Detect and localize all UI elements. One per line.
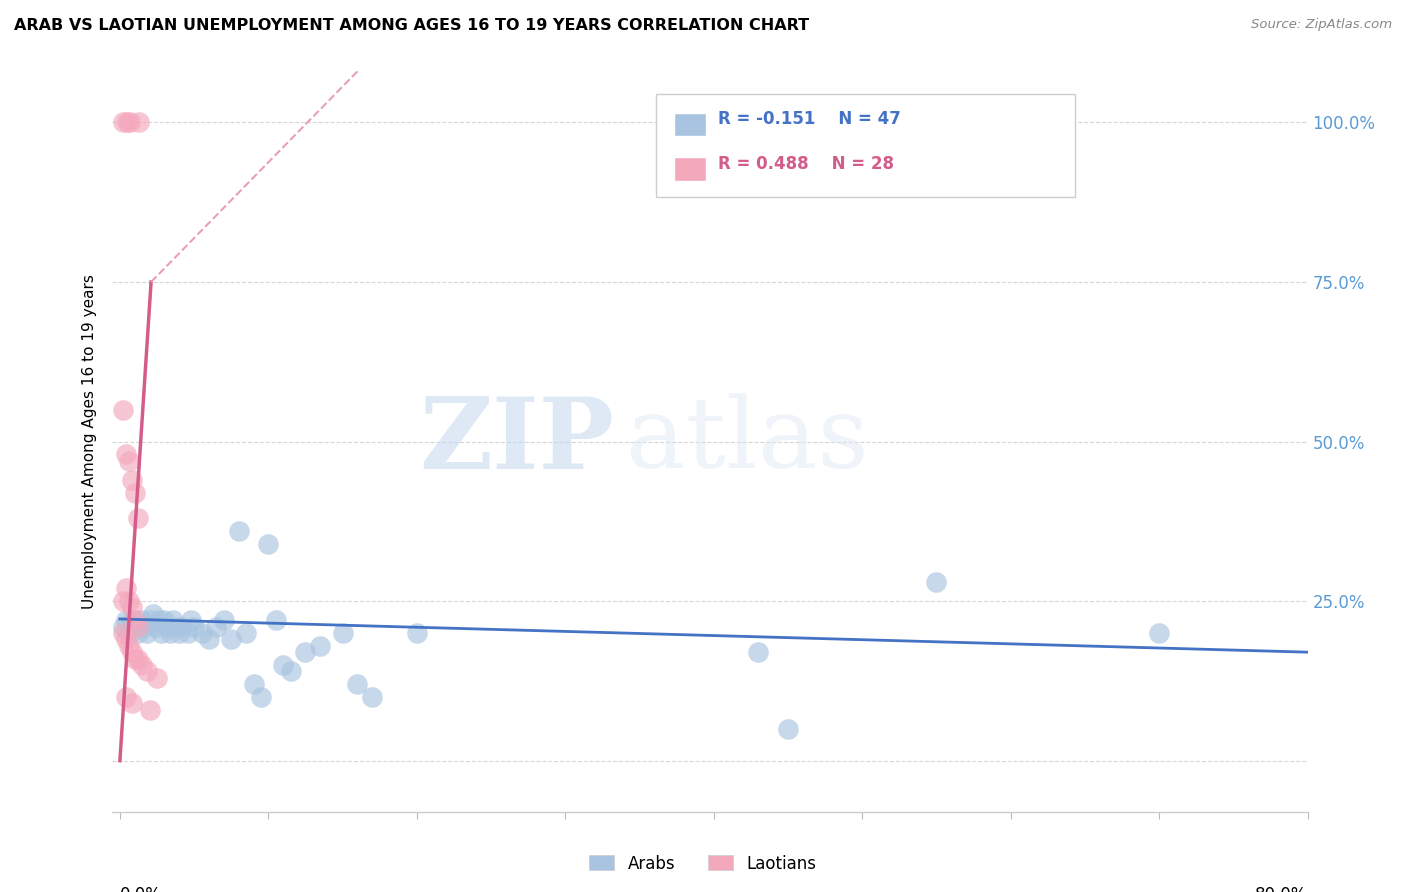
Point [294, 645, 316, 659]
Point [776, 722, 799, 736]
Point [332, 626, 354, 640]
Point [111, 619, 134, 633]
Text: ZIP: ZIP [419, 393, 614, 490]
Point [228, 524, 250, 538]
FancyBboxPatch shape [657, 94, 1074, 197]
Point [115, 447, 138, 461]
Point [280, 665, 302, 679]
Point [121, 645, 143, 659]
Point [111, 626, 134, 640]
Text: atlas: atlas [627, 393, 869, 490]
Point [121, 613, 143, 627]
Text: R = -0.151    N = 47: R = -0.151 N = 47 [718, 111, 901, 128]
Point [212, 613, 235, 627]
Y-axis label: Unemployment Among Ages 16 to 19 years: Unemployment Among Ages 16 to 19 years [82, 274, 97, 609]
Point [111, 115, 134, 129]
Point [127, 651, 149, 665]
Point [747, 645, 769, 659]
Point [124, 485, 146, 500]
Point [205, 619, 228, 633]
Point [124, 613, 146, 627]
Point [121, 473, 143, 487]
Point [165, 619, 187, 633]
Point [132, 619, 155, 633]
Text: 80.0%: 80.0% [1256, 886, 1308, 892]
Point [115, 632, 138, 647]
Point [124, 651, 146, 665]
Point [118, 639, 141, 653]
Point [124, 619, 146, 633]
FancyBboxPatch shape [675, 157, 706, 180]
Point [115, 582, 138, 596]
Point [127, 626, 149, 640]
Point [180, 613, 202, 627]
Point [129, 613, 152, 627]
Point [361, 690, 384, 704]
Point [118, 626, 141, 640]
Point [264, 613, 287, 627]
Point [159, 626, 181, 640]
Point [156, 619, 179, 633]
Text: 0.0%: 0.0% [120, 886, 162, 892]
Point [135, 665, 157, 679]
Point [242, 677, 264, 691]
Point [146, 671, 169, 685]
Point [121, 600, 143, 615]
Point [153, 613, 176, 627]
Point [162, 613, 184, 627]
Point [1147, 626, 1170, 640]
Point [135, 626, 157, 640]
Point [148, 613, 170, 627]
Point [138, 703, 160, 717]
Point [405, 626, 427, 640]
Text: R = 0.488    N = 28: R = 0.488 N = 28 [718, 155, 894, 173]
Point [115, 690, 138, 704]
Point [138, 613, 160, 627]
Point [925, 574, 948, 589]
Point [346, 677, 368, 691]
Point [111, 594, 134, 608]
Point [309, 639, 332, 653]
Point [169, 626, 191, 640]
Point [250, 690, 273, 704]
FancyBboxPatch shape [675, 112, 706, 136]
Point [219, 632, 242, 647]
Point [198, 632, 221, 647]
Text: Source: ZipAtlas.com: Source: ZipAtlas.com [1251, 18, 1392, 31]
Point [183, 619, 205, 633]
Point [120, 115, 142, 129]
Point [271, 657, 294, 672]
Point [121, 696, 143, 710]
Point [257, 536, 280, 550]
Point [115, 613, 138, 627]
Point [127, 619, 149, 633]
Point [111, 402, 134, 417]
Point [150, 626, 173, 640]
Point [177, 626, 200, 640]
Point [190, 626, 212, 640]
Point [145, 619, 167, 633]
Point [142, 607, 165, 621]
Legend: Arabs, Laotians: Arabs, Laotians [582, 848, 824, 880]
Point [127, 511, 149, 525]
Point [118, 594, 141, 608]
Point [128, 115, 150, 129]
Point [131, 657, 153, 672]
Point [117, 115, 139, 129]
Text: ARAB VS LAOTIAN UNEMPLOYMENT AMONG AGES 16 TO 19 YEARS CORRELATION CHART: ARAB VS LAOTIAN UNEMPLOYMENT AMONG AGES … [14, 18, 810, 33]
Point [172, 619, 194, 633]
Point [118, 453, 141, 467]
Point [235, 626, 257, 640]
